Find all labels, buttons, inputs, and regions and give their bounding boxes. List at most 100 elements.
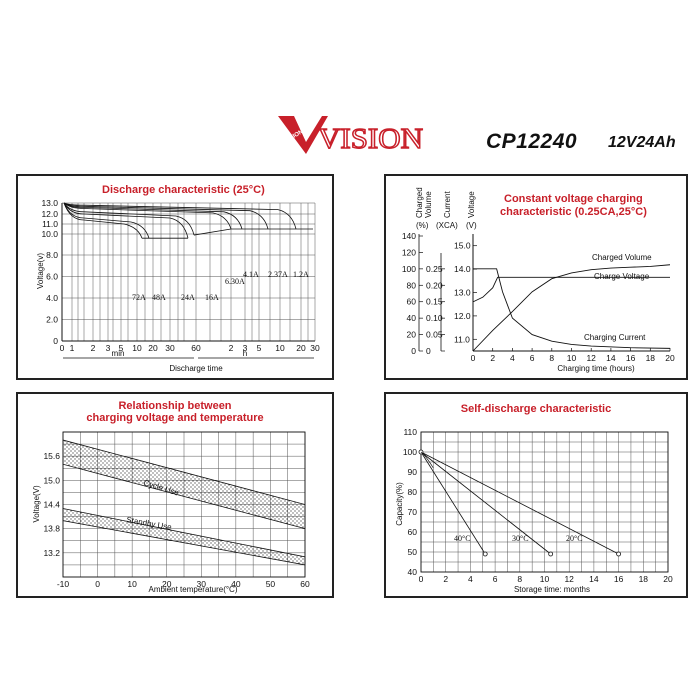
charging-y2-tick: 0.10 — [426, 313, 443, 323]
charging-x-tick: 0 — [471, 353, 476, 363]
selfdischarge-x-tick: 4 — [468, 574, 473, 584]
charging-y3-tick: 14.0 — [454, 264, 471, 274]
selfdischarge-y-tick: 110 — [403, 427, 417, 437]
charging-x-tick: 12 — [586, 353, 596, 363]
selfdischarge-series-label: 30°C — [512, 534, 529, 543]
temperature-y-tick: 13.2 — [43, 548, 60, 558]
charging-unit-volume: (%) — [416, 221, 429, 230]
charging-series-current — [473, 268, 671, 349]
charging-header-current: Current — [443, 191, 452, 218]
selfdischarge-end-point — [482, 551, 488, 557]
selfdischarge-y-tick: 40 — [408, 567, 418, 577]
discharge-x-tick-min: 30 — [165, 343, 175, 353]
discharge-x-tick-min: 20 — [148, 343, 158, 353]
logo-v-mark — [278, 116, 328, 154]
battery-spec: 12V24Ah — [608, 134, 676, 151]
selfdischarge-initial-curve — [420, 451, 434, 469]
selfdischarge-y-tick: 100 — [403, 447, 417, 457]
discharge-series-label: 2.37A — [268, 270, 288, 279]
temperature-x-tick: 10 — [127, 579, 137, 589]
discharge-x-tick-min: 3 — [106, 343, 111, 353]
charging-x-tick: 14 — [606, 353, 616, 363]
discharge-y-tick: 12.0 — [41, 209, 58, 219]
discharge-x-tick-h: 20 — [296, 343, 306, 353]
charging-header-volume2: Volume — [424, 191, 433, 218]
discharge-series-line — [63, 202, 232, 230]
charging-x-tick: 16 — [626, 353, 636, 363]
selfdischarge-y-tick: 70 — [408, 507, 418, 517]
temperature-y-tick: 14.4 — [43, 500, 60, 510]
discharge-series-label: 48A — [152, 293, 166, 302]
temperature-chart-panel: Relationship between charging voltage an… — [16, 392, 334, 598]
charging-y1-tick: 100 — [402, 264, 416, 274]
selfdischarge-end-point — [616, 551, 622, 557]
charging-y2-tick: 0 — [426, 346, 431, 356]
charging-unit-current: (XCA) — [436, 221, 458, 230]
charging-y1-tick: 40 — [407, 313, 417, 323]
temperature-y-tick: 13.8 — [43, 524, 60, 534]
selfdischarge-x-tick: 8 — [517, 574, 522, 584]
temperature-x-tick: 30 — [197, 579, 207, 589]
charging-title: Constant voltage charging characteristic… — [500, 193, 647, 218]
brand-logo: VISION VISION — [278, 116, 424, 156]
selfdischarge-series-label: 40°C — [454, 534, 471, 543]
discharge-x-tick-h: 10 — [275, 343, 285, 353]
selfdischarge-xlabel: Storage time: months — [514, 585, 590, 594]
discharge-series-label: 16A — [205, 293, 219, 302]
selfdischarge-chart-panel: Self-discharge characteristic Capacity(%… — [384, 392, 688, 598]
charging-series-volume — [472, 264, 671, 352]
discharge-x-tick-min: 2 — [91, 343, 96, 353]
discharge-x-tick-h: 2 — [229, 343, 234, 353]
selfdischarge-x-tick: 0 — [419, 574, 424, 584]
selfdischarge-x-tick: 20 — [663, 574, 673, 584]
selfdischarge-plot-frame — [420, 431, 669, 573]
discharge-xlabel: Discharge time — [169, 364, 223, 373]
selfdischarge-ylabel: Capacity(%) — [395, 482, 404, 526]
discharge-series-label: 6.30A — [225, 277, 245, 286]
charging-x-tick: 10 — [567, 353, 577, 363]
charging-header-voltage: Voltage — [467, 191, 476, 218]
charging-label-current: Charging Current — [584, 333, 646, 342]
temperature-x-tick: 60 — [300, 579, 310, 589]
temperature-chart: Relationship between charging voltage an… — [32, 400, 310, 594]
temperature-x-tick: 20 — [162, 579, 172, 589]
charging-header-volume: Charged — [415, 187, 424, 218]
charging-y1-tick: 120 — [402, 247, 416, 257]
selfdischarge-x-tick: 18 — [639, 574, 649, 584]
discharge-cutoff-line — [193, 228, 232, 236]
selfdischarge-x-tick: 10 — [540, 574, 550, 584]
discharge-series-line — [63, 202, 143, 239]
charging-x-tick: 8 — [549, 353, 554, 363]
selfdischarge-series-label: 20°C — [566, 534, 583, 543]
discharge-series-line — [63, 202, 269, 230]
charging-y3-tick: 12.0 — [454, 311, 471, 321]
discharge-x-tick-min: 10 — [132, 343, 142, 353]
discharge-y-tick: 4.0 — [46, 293, 58, 303]
logo-wordmark: VISION — [318, 124, 423, 155]
discharge-x-tick-h: 5 — [257, 343, 262, 353]
charging-y2-tick: 0.20 — [426, 280, 443, 290]
charging-x-tick: 2 — [490, 353, 495, 363]
discharge-y-tick: 10.0 — [41, 229, 58, 239]
discharge-unit-min: min — [112, 349, 125, 358]
selfdischarge-series-line — [420, 451, 486, 555]
temperature-band — [62, 439, 306, 530]
discharge-series-line — [63, 202, 195, 236]
discharge-y-tick: 0 — [53, 336, 58, 346]
discharge-series-label: 24A — [181, 293, 195, 302]
charging-y1-tick: 80 — [407, 280, 417, 290]
discharge-x-tick-min: 60 — [191, 343, 201, 353]
selfdischarge-series-line — [420, 451, 619, 555]
discharge-series-line — [63, 202, 297, 230]
charging-chart-panel: Constant voltage charging characteristic… — [384, 174, 688, 380]
selfdischarge-x-tick: 2 — [443, 574, 448, 584]
charging-xlabel: Charging time (hours) — [557, 364, 635, 373]
discharge-ylabel: Voltage(v) — [36, 253, 45, 289]
charging-label-voltage: Charge Voltage — [594, 272, 650, 281]
discharge-series-label: 4.1A — [243, 270, 259, 279]
temperature-ylabel: Voltage(V) — [32, 485, 41, 523]
discharge-unit-h: h — [243, 349, 247, 358]
charging-y3-tick: 13.0 — [454, 288, 471, 298]
discharge-y-tick: 6.0 — [46, 272, 58, 282]
charging-title-line2: characteristic (0.25CA,25°C) — [500, 206, 647, 218]
